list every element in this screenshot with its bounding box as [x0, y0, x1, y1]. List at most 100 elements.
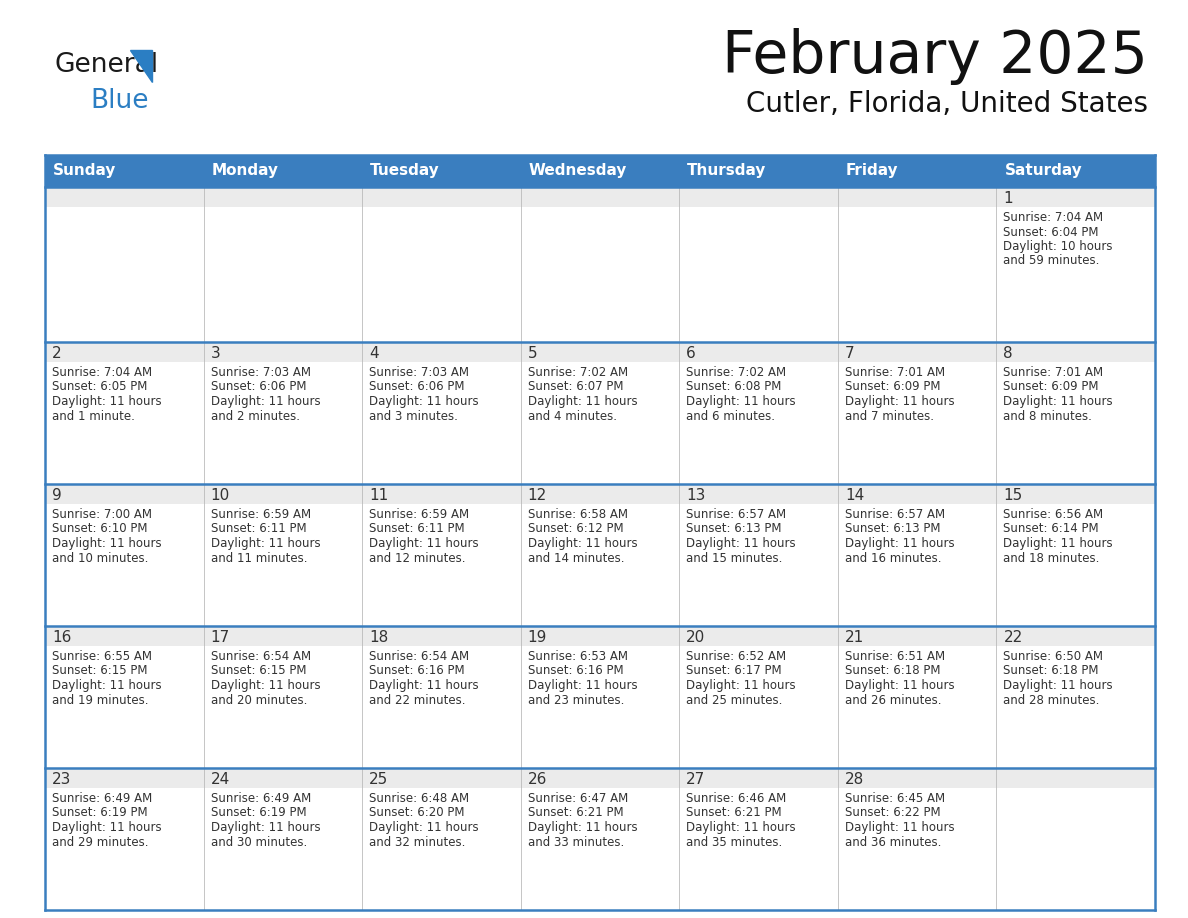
Text: 17: 17 [210, 630, 229, 645]
Text: Daylight: 11 hours: Daylight: 11 hours [527, 821, 637, 834]
Text: 10: 10 [210, 488, 229, 503]
Bar [362, 504, 520, 626]
Text: Sunset: 6:19 PM: Sunset: 6:19 PM [210, 807, 307, 820]
Bar [680, 155, 838, 187]
Text: 7: 7 [845, 346, 854, 361]
Bar [680, 484, 838, 504]
Text: Sunrise: 7:04 AM: Sunrise: 7:04 AM [52, 366, 152, 379]
Text: Sunset: 6:13 PM: Sunset: 6:13 PM [687, 522, 782, 535]
Text: and 28 minutes.: and 28 minutes. [1004, 693, 1100, 707]
Polygon shape [129, 50, 152, 82]
Text: Daylight: 11 hours: Daylight: 11 hours [845, 395, 954, 408]
Text: Sunrise: 6:47 AM: Sunrise: 6:47 AM [527, 792, 628, 805]
Text: 22: 22 [1004, 630, 1023, 645]
Text: Sunrise: 6:54 AM: Sunrise: 6:54 AM [369, 650, 469, 663]
Text: Sunset: 6:05 PM: Sunset: 6:05 PM [52, 380, 147, 394]
Text: Sunrise: 6:58 AM: Sunrise: 6:58 AM [527, 508, 627, 521]
Text: Daylight: 11 hours: Daylight: 11 hours [52, 395, 162, 408]
Text: Sunrise: 6:46 AM: Sunrise: 6:46 AM [687, 792, 786, 805]
Text: Sunrise: 7:04 AM: Sunrise: 7:04 AM [1004, 211, 1104, 224]
Text: Sunrise: 7:02 AM: Sunrise: 7:02 AM [687, 366, 786, 379]
Text: Daylight: 11 hours: Daylight: 11 hours [52, 679, 162, 692]
Text: Sunset: 6:16 PM: Sunset: 6:16 PM [369, 665, 465, 677]
Text: 15: 15 [1004, 488, 1023, 503]
Text: Daylight: 10 hours: Daylight: 10 hours [1004, 240, 1113, 253]
Text: Daylight: 11 hours: Daylight: 11 hours [369, 821, 479, 834]
Text: and 10 minutes.: and 10 minutes. [52, 552, 148, 565]
Text: 20: 20 [687, 630, 706, 645]
Text: Sunset: 6:04 PM: Sunset: 6:04 PM [1004, 226, 1099, 239]
Text: General: General [55, 52, 159, 78]
Text: Thursday: Thursday [688, 163, 766, 178]
Text: and 23 minutes.: and 23 minutes. [527, 693, 624, 707]
Bar [997, 362, 1155, 484]
Bar [997, 155, 1155, 187]
Text: Daylight: 11 hours: Daylight: 11 hours [369, 395, 479, 408]
Text: and 30 minutes.: and 30 minutes. [210, 835, 307, 848]
Text: Sunrise: 6:55 AM: Sunrise: 6:55 AM [52, 650, 152, 663]
Text: Daylight: 11 hours: Daylight: 11 hours [210, 679, 321, 692]
Text: and 18 minutes.: and 18 minutes. [1004, 552, 1100, 565]
Text: 11: 11 [369, 488, 388, 503]
Bar [45, 342, 203, 362]
Text: Daylight: 11 hours: Daylight: 11 hours [210, 395, 321, 408]
Bar [680, 187, 838, 207]
Text: Daylight: 11 hours: Daylight: 11 hours [369, 537, 479, 550]
Text: Daylight: 11 hours: Daylight: 11 hours [210, 537, 321, 550]
Text: Sunset: 6:10 PM: Sunset: 6:10 PM [52, 522, 147, 535]
Bar [362, 187, 520, 207]
Text: Sunrise: 7:02 AM: Sunrise: 7:02 AM [527, 366, 627, 379]
Bar [838, 207, 997, 342]
Bar [680, 362, 838, 484]
Text: 23: 23 [52, 772, 71, 787]
Text: Daylight: 11 hours: Daylight: 11 hours [369, 679, 479, 692]
Text: Sunset: 6:08 PM: Sunset: 6:08 PM [687, 380, 782, 394]
Bar [997, 626, 1155, 646]
Bar [45, 207, 203, 342]
Text: Sunrise: 6:51 AM: Sunrise: 6:51 AM [845, 650, 944, 663]
Text: 14: 14 [845, 488, 864, 503]
Text: and 35 minutes.: and 35 minutes. [687, 835, 783, 848]
Text: Sunrise: 7:01 AM: Sunrise: 7:01 AM [1004, 366, 1104, 379]
Text: 24: 24 [210, 772, 229, 787]
Text: Daylight: 11 hours: Daylight: 11 hours [845, 537, 954, 550]
Text: Sunrise: 6:53 AM: Sunrise: 6:53 AM [527, 650, 627, 663]
Text: Daylight: 11 hours: Daylight: 11 hours [52, 821, 162, 834]
Bar [520, 646, 680, 768]
Bar [362, 788, 520, 910]
Text: and 22 minutes.: and 22 minutes. [369, 693, 466, 707]
Bar [680, 788, 838, 910]
Bar [203, 362, 362, 484]
Text: Sunset: 6:11 PM: Sunset: 6:11 PM [210, 522, 307, 535]
Bar [997, 504, 1155, 626]
Text: Sunday: Sunday [53, 163, 116, 178]
Text: 5: 5 [527, 346, 537, 361]
Text: Daylight: 11 hours: Daylight: 11 hours [527, 679, 637, 692]
Text: Sunset: 6:16 PM: Sunset: 6:16 PM [527, 665, 624, 677]
Text: Monday: Monday [211, 163, 278, 178]
Bar [520, 504, 680, 626]
Bar [838, 788, 997, 910]
Text: and 29 minutes.: and 29 minutes. [52, 835, 148, 848]
Bar [362, 362, 520, 484]
Text: and 14 minutes.: and 14 minutes. [527, 552, 624, 565]
Text: Sunset: 6:06 PM: Sunset: 6:06 PM [369, 380, 465, 394]
Bar [838, 155, 997, 187]
Text: Blue: Blue [90, 88, 148, 114]
Text: 1: 1 [1004, 191, 1013, 206]
Text: and 25 minutes.: and 25 minutes. [687, 693, 783, 707]
Text: and 3 minutes.: and 3 minutes. [369, 409, 459, 422]
Text: 8: 8 [1004, 346, 1013, 361]
Text: Sunset: 6:15 PM: Sunset: 6:15 PM [210, 665, 307, 677]
Text: 26: 26 [527, 772, 548, 787]
Text: 6: 6 [687, 346, 696, 361]
Bar [997, 207, 1155, 342]
Bar [45, 504, 203, 626]
Text: 28: 28 [845, 772, 864, 787]
Bar [997, 187, 1155, 207]
Text: Daylight: 11 hours: Daylight: 11 hours [687, 821, 796, 834]
Bar [45, 362, 203, 484]
Text: Sunset: 6:22 PM: Sunset: 6:22 PM [845, 807, 941, 820]
Text: Sunset: 6:20 PM: Sunset: 6:20 PM [369, 807, 465, 820]
Text: Sunset: 6:13 PM: Sunset: 6:13 PM [845, 522, 941, 535]
